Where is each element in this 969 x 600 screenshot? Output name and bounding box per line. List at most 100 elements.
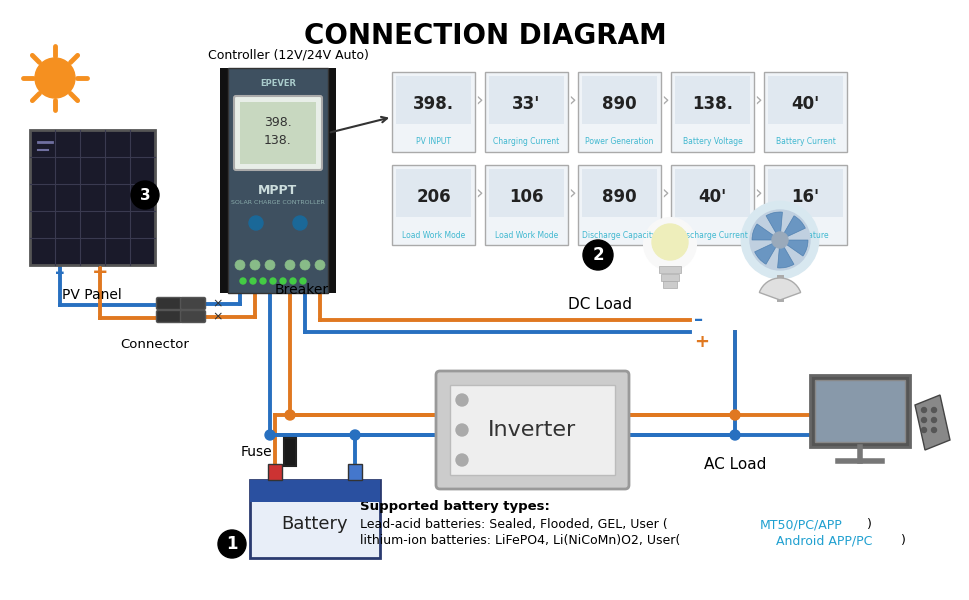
Text: ›: ›: [475, 184, 483, 202]
FancyBboxPatch shape: [671, 72, 753, 152]
Circle shape: [315, 260, 325, 270]
Polygon shape: [914, 395, 949, 450]
Circle shape: [771, 232, 787, 248]
Text: 1: 1: [226, 535, 237, 553]
FancyBboxPatch shape: [284, 438, 296, 466]
FancyBboxPatch shape: [234, 96, 322, 170]
Text: 398.: 398.: [264, 116, 292, 130]
Text: lithium-ion batteries: LiFePO4, Li(NiCoMn)O2, User(: lithium-ion batteries: LiFePO4, Li(NiCoM…: [359, 534, 679, 547]
Circle shape: [741, 202, 817, 278]
Circle shape: [930, 427, 935, 433]
Text: 16': 16': [791, 188, 819, 206]
Text: Supported battery types:: Supported battery types:: [359, 500, 549, 513]
Text: ›: ›: [568, 184, 576, 202]
Wedge shape: [751, 224, 779, 240]
Circle shape: [930, 418, 935, 422]
FancyBboxPatch shape: [764, 72, 846, 152]
Circle shape: [350, 430, 359, 440]
Circle shape: [299, 278, 305, 284]
Text: 138.: 138.: [691, 95, 733, 113]
Text: ›: ›: [568, 91, 576, 109]
Text: Temperature: Temperature: [780, 230, 828, 239]
Text: Discharge Capacity: Discharge Capacity: [581, 230, 656, 239]
FancyBboxPatch shape: [228, 68, 328, 293]
Text: –: –: [693, 311, 703, 329]
FancyBboxPatch shape: [326, 68, 335, 293]
Text: ›: ›: [475, 91, 483, 109]
Circle shape: [249, 216, 263, 230]
Circle shape: [651, 224, 687, 260]
Text: 106: 106: [509, 188, 544, 206]
Circle shape: [749, 210, 809, 270]
Text: Controller (12V/24V Auto): Controller (12V/24V Auto): [207, 49, 368, 62]
FancyBboxPatch shape: [674, 76, 749, 124]
Circle shape: [921, 418, 925, 422]
Text: 890: 890: [602, 95, 637, 113]
FancyBboxPatch shape: [30, 130, 155, 265]
Circle shape: [730, 430, 739, 440]
Wedge shape: [754, 240, 779, 264]
Circle shape: [455, 394, 467, 406]
Text: ×: ×: [212, 298, 223, 311]
Text: Battery: Battery: [281, 515, 348, 533]
FancyBboxPatch shape: [578, 165, 660, 245]
FancyBboxPatch shape: [764, 165, 846, 245]
Text: Discharge Current: Discharge Current: [677, 230, 747, 239]
Text: ›: ›: [661, 91, 669, 109]
Text: ×: ×: [212, 311, 223, 323]
FancyBboxPatch shape: [250, 480, 380, 502]
FancyBboxPatch shape: [391, 72, 475, 152]
Circle shape: [269, 278, 276, 284]
FancyBboxPatch shape: [267, 464, 282, 480]
Text: 2: 2: [592, 246, 603, 264]
Text: EPEVER: EPEVER: [260, 79, 296, 88]
Text: –: –: [55, 263, 65, 281]
FancyBboxPatch shape: [348, 464, 361, 480]
Circle shape: [250, 278, 256, 284]
Text: AC Load: AC Load: [703, 457, 766, 472]
FancyBboxPatch shape: [660, 274, 678, 281]
Text: ›: ›: [753, 184, 761, 202]
Circle shape: [265, 430, 275, 440]
Text: +: +: [693, 333, 708, 351]
FancyBboxPatch shape: [767, 76, 842, 124]
Text: 3: 3: [140, 187, 150, 202]
FancyBboxPatch shape: [581, 169, 656, 217]
FancyBboxPatch shape: [663, 281, 676, 288]
Text: PV Panel: PV Panel: [62, 288, 122, 302]
FancyBboxPatch shape: [488, 76, 563, 124]
Wedge shape: [777, 240, 794, 268]
Circle shape: [299, 260, 310, 270]
Circle shape: [35, 58, 75, 98]
Text: Load Work Mode: Load Work Mode: [401, 230, 465, 239]
FancyBboxPatch shape: [435, 371, 628, 489]
Wedge shape: [779, 240, 807, 256]
FancyBboxPatch shape: [450, 385, 614, 475]
FancyBboxPatch shape: [250, 480, 380, 558]
Wedge shape: [759, 278, 799, 300]
FancyBboxPatch shape: [581, 76, 656, 124]
FancyBboxPatch shape: [809, 375, 909, 447]
Circle shape: [260, 278, 266, 284]
Circle shape: [280, 278, 286, 284]
FancyBboxPatch shape: [488, 169, 563, 217]
Circle shape: [265, 260, 275, 270]
Text: 40': 40': [698, 188, 726, 206]
Text: 890: 890: [602, 188, 637, 206]
Text: Breaker: Breaker: [275, 283, 328, 297]
Text: MT50/PC/APP: MT50/PC/APP: [759, 518, 841, 531]
FancyBboxPatch shape: [484, 72, 568, 152]
FancyBboxPatch shape: [239, 102, 316, 164]
Text: ›: ›: [661, 184, 669, 202]
Circle shape: [455, 454, 467, 466]
Circle shape: [582, 240, 612, 270]
Circle shape: [131, 181, 159, 209]
Text: 206: 206: [416, 188, 451, 206]
Text: SOLAR CHARGE CONTROLLER: SOLAR CHARGE CONTROLLER: [231, 199, 325, 205]
FancyBboxPatch shape: [578, 72, 660, 152]
Circle shape: [290, 278, 296, 284]
Circle shape: [293, 216, 306, 230]
Text: Battery Current: Battery Current: [775, 137, 834, 146]
FancyBboxPatch shape: [180, 298, 205, 310]
Circle shape: [455, 424, 467, 436]
